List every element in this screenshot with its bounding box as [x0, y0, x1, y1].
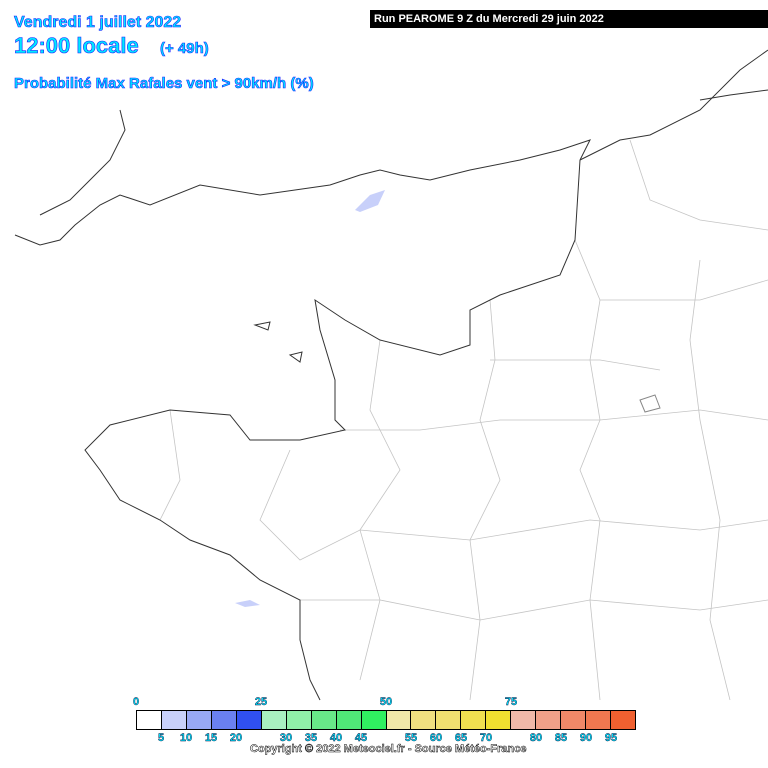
water-body: [235, 600, 260, 607]
legend-swatch: [137, 711, 162, 729]
legend-swatch: [236, 711, 262, 729]
legend-label: 90: [579, 732, 593, 744]
legend-label: 45: [354, 732, 368, 744]
legend-swatch: [286, 711, 312, 729]
legend-label: 40: [329, 732, 343, 744]
coastlines: [14, 49, 768, 701]
legend-swatch: [611, 711, 636, 729]
legend-label: 25: [254, 696, 268, 708]
run-info: Run PEAROME 9 Z du Mercredi 29 juin 2022: [370, 10, 768, 28]
legend-swatch: [536, 711, 562, 729]
lead-time: (+ 49h): [160, 40, 209, 58]
legend-swatch: [261, 711, 287, 729]
legend-label: 60: [429, 732, 443, 744]
forecast-time: 12:00 locale: [14, 33, 139, 59]
legend-swatch: [486, 711, 512, 729]
legend-swatch: [336, 711, 362, 729]
legend-label: 95: [604, 732, 618, 744]
legend-swatch: [361, 711, 387, 729]
legend-swatch: [461, 711, 487, 729]
legend-swatch: [411, 711, 437, 729]
legend-label: 20: [229, 732, 243, 744]
legend-label: 70: [479, 732, 493, 744]
legend-swatch: [511, 711, 537, 729]
legend-swatch: [561, 711, 587, 729]
legend-swatch: [386, 711, 412, 729]
department-borders: [159, 139, 768, 701]
legend-label: 85: [554, 732, 568, 744]
legend-swatch: [436, 711, 462, 729]
legend-label: 65: [454, 732, 468, 744]
legend-label: 10: [179, 732, 193, 744]
legend-label: 15: [204, 732, 218, 744]
water-body: [355, 190, 385, 212]
legend-label: 55: [404, 732, 418, 744]
legend-label: 0: [132, 696, 140, 708]
legend-label: 80: [529, 732, 543, 744]
color-legend: [136, 710, 636, 730]
legend-swatch: [186, 711, 212, 729]
legend-label: 5: [157, 732, 165, 744]
parameter-title: Probabilité Max Rafales vent > 90km/h (%…: [14, 75, 314, 93]
copyright: Copyright © 2022 Meteociel.fr - Source M…: [250, 743, 527, 756]
legend-swatch: [311, 711, 337, 729]
legend-label: 50: [379, 696, 393, 708]
paris-outline: [639, 394, 661, 413]
legend-label: 30: [279, 732, 293, 744]
legend-label: 75: [504, 696, 518, 708]
legend-swatch: [586, 711, 612, 729]
forecast-date: Vendredi 1 juillet 2022: [14, 14, 182, 32]
legend-swatch: [211, 711, 237, 729]
legend-swatch: [161, 711, 187, 729]
legend-label: 35: [304, 732, 318, 744]
